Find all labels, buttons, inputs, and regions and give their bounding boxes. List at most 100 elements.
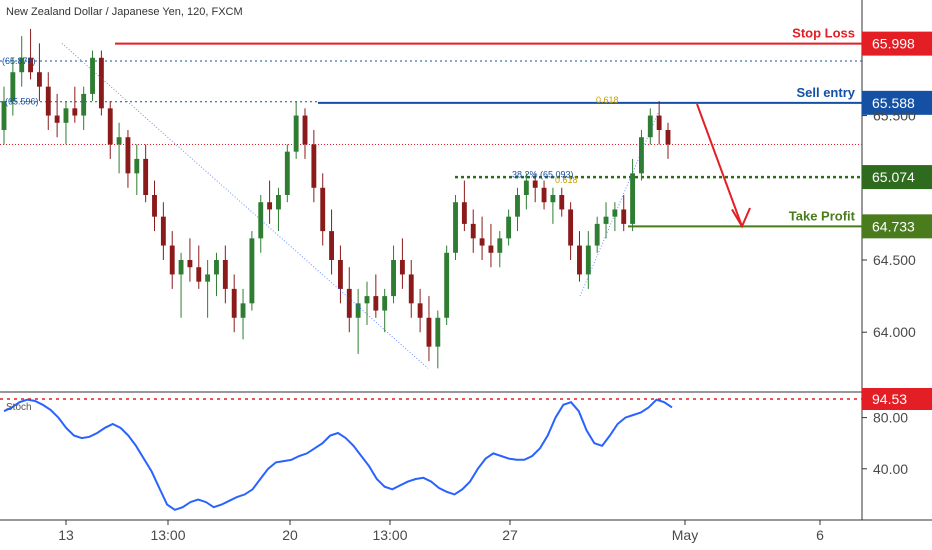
candle-body	[470, 223, 476, 239]
candle-body	[19, 57, 25, 73]
candle-body	[515, 195, 520, 217]
candle-body	[1, 101, 7, 130]
level-label: Stop Loss	[792, 26, 855, 41]
candle-body	[364, 296, 370, 304]
candle-body	[107, 108, 113, 145]
time-tick-label: 13:00	[372, 527, 407, 543]
candle-body	[240, 303, 246, 318]
candle-body	[302, 115, 308, 145]
candle-body	[125, 137, 131, 174]
time-tick-label: 13:00	[150, 527, 185, 543]
candle-body	[196, 267, 202, 282]
level-label: Sell entry	[796, 85, 855, 100]
trend-guide-line	[61, 42, 429, 369]
candle-body	[346, 288, 352, 318]
price-tag-label: 65.588	[872, 95, 915, 111]
candle-body	[630, 173, 636, 224]
candle-body	[426, 317, 432, 347]
candle-body	[90, 57, 95, 94]
candle-body	[276, 195, 281, 210]
candle-body	[116, 137, 122, 145]
candle-body	[249, 238, 255, 304]
candle-body	[267, 202, 273, 210]
stoch-name-label: Stoch	[6, 402, 32, 413]
candle-body	[417, 303, 423, 318]
candle-body	[603, 216, 609, 224]
chart-title: New Zealand Dollar / Japanese Yen, 120, …	[6, 6, 243, 18]
candle-body	[391, 260, 396, 297]
time-tick-label: 27	[502, 527, 518, 543]
candle-body	[559, 195, 565, 210]
candle-body	[577, 245, 582, 275]
candle-body	[541, 187, 547, 203]
trend-guide-line	[579, 108, 661, 297]
candle-body	[36, 72, 42, 87]
candle-body	[594, 223, 600, 246]
candle-body	[435, 317, 441, 347]
stoch-tick-label: 40.00	[873, 461, 908, 477]
candle-body	[656, 115, 662, 130]
candle-body	[28, 57, 33, 73]
fib-annotation: 0.618	[555, 175, 578, 185]
candle-body	[647, 115, 653, 138]
time-tick-label: May	[672, 527, 698, 543]
level-label: Take Profit	[789, 208, 856, 223]
forecast-arrow	[696, 103, 743, 227]
candle-body	[320, 187, 326, 232]
time-tick-label: 13	[58, 527, 74, 543]
price-tick-label: 65.500	[873, 108, 916, 124]
candle-body	[231, 288, 237, 318]
candle-body	[568, 209, 574, 246]
candle-body	[54, 115, 60, 123]
candle-body	[293, 115, 299, 152]
price-tag	[862, 90, 932, 115]
stoch-tick-label: 80.00	[873, 410, 908, 426]
candle-body	[152, 195, 157, 217]
candle-body	[337, 260, 343, 289]
stoch-line	[3, 398, 673, 511]
price-tag	[862, 214, 932, 239]
candle-body	[506, 216, 512, 239]
candle-body	[523, 180, 529, 195]
price-tick-label: 64.500	[873, 252, 916, 268]
fib-annotation: 0.618	[596, 95, 619, 105]
candle-body	[497, 238, 503, 253]
stoch-level-tag	[862, 388, 932, 411]
candle-body	[169, 245, 175, 275]
candle-body	[639, 137, 644, 174]
candle-body	[143, 158, 149, 195]
price-tag-label: 65.074	[872, 169, 915, 185]
candle-body	[311, 144, 317, 188]
price-tag	[862, 165, 932, 190]
candle-body	[187, 260, 193, 268]
candle-body	[373, 296, 379, 311]
candle-body	[134, 158, 140, 174]
candle-body	[329, 231, 335, 260]
candle-body	[284, 151, 290, 195]
candle-body	[585, 245, 591, 275]
candle-body	[178, 260, 184, 275]
price-tag-label: 64.733	[872, 218, 915, 234]
candle-body	[63, 108, 69, 123]
candle-body	[98, 57, 104, 109]
candle-body	[550, 195, 556, 203]
candle-body	[258, 202, 264, 239]
fib-annotation: 38.2% (65.093)	[512, 169, 574, 179]
candle-body	[222, 260, 228, 289]
fib-annotation: (65.596)	[5, 97, 39, 107]
time-tick-label: 6	[816, 527, 824, 543]
price-tag-label: 65.998	[872, 36, 915, 52]
candle-body	[72, 108, 78, 116]
candle-body	[408, 274, 414, 304]
candle-body	[453, 202, 458, 253]
candle-body	[205, 274, 211, 282]
price-tick-label: 64.000	[873, 324, 916, 340]
candle-body	[532, 180, 538, 188]
candle-body	[10, 72, 16, 102]
candle-body	[355, 303, 361, 318]
candle-body	[399, 260, 405, 275]
forecast-arrow-head	[731, 207, 751, 229]
candle-body	[160, 216, 166, 246]
candle-body	[382, 296, 388, 311]
